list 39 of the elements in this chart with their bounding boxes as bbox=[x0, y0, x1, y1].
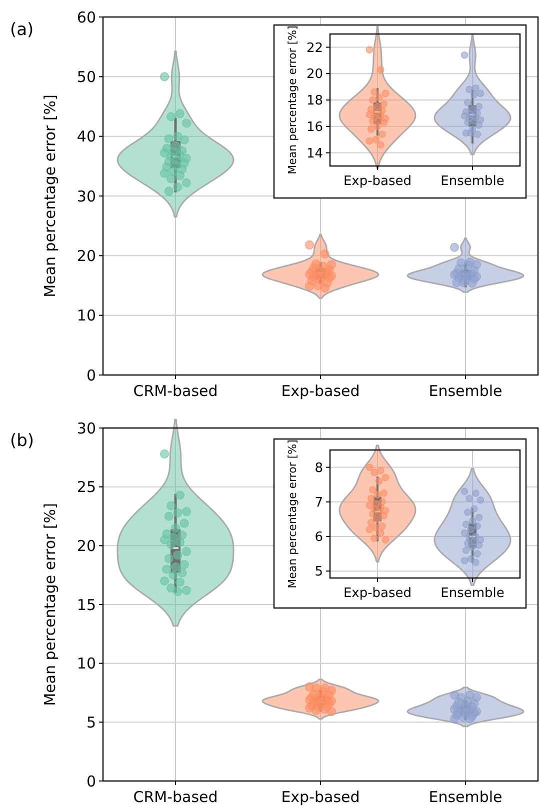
y-axis-title: Mean percentage error [%] bbox=[41, 503, 59, 706]
y-tick-label: 0 bbox=[86, 366, 96, 384]
x-tick-label: Ensemble bbox=[440, 174, 504, 189]
x-tick-label: Exp-based bbox=[343, 586, 412, 601]
y-tick-label: 50 bbox=[76, 68, 96, 86]
y-tick-label: 7 bbox=[314, 495, 323, 510]
y-tick-label: 5 bbox=[86, 713, 96, 732]
chart-title: (b) bbox=[10, 431, 34, 451]
y-tick-label: 15 bbox=[76, 596, 96, 614]
y-tick-label: 25 bbox=[76, 478, 96, 496]
y-tick-label: 20 bbox=[306, 67, 323, 82]
y-tick-label: 0 bbox=[86, 772, 96, 790]
y-tick-label: 5 bbox=[314, 564, 323, 580]
x-tick-label: CRM-based bbox=[133, 382, 218, 400]
y-tick-label: 22 bbox=[306, 40, 323, 56]
x-tick-label: Ensemble bbox=[440, 586, 504, 601]
y-tick-label: 30 bbox=[76, 419, 96, 438]
y-tick-label: 8 bbox=[314, 460, 323, 476]
y-tick-label: 18 bbox=[306, 94, 323, 109]
x-tick-label: Exp-based bbox=[281, 382, 360, 400]
y-axis-title: Mean percentage error [%] bbox=[286, 26, 299, 174]
y-tick-label: 6 bbox=[314, 530, 323, 546]
y-tick-label: 40 bbox=[76, 128, 96, 146]
x-tick-label: Ensemble bbox=[428, 788, 502, 806]
y-tick-label: 60 bbox=[76, 8, 96, 26]
y-tick-label: 10 bbox=[76, 306, 96, 325]
y-tick-label: 10 bbox=[76, 654, 96, 673]
y-axis-title: Mean percentage error [%] bbox=[41, 94, 59, 298]
y-tick-label: 30 bbox=[76, 187, 96, 206]
y-tick-label: 14 bbox=[306, 146, 323, 162]
x-tick-label: CRM-based bbox=[133, 788, 218, 806]
y-axis-title: Mean percentage error [%] bbox=[286, 440, 299, 588]
y-tick-label: 16 bbox=[306, 120, 323, 135]
y-tick-label: 20 bbox=[76, 246, 96, 265]
chart-title: (a) bbox=[10, 20, 34, 40]
x-tick-label: Exp-based bbox=[281, 788, 360, 806]
x-tick-label: Ensemble bbox=[428, 382, 502, 400]
x-tick-label: Exp-based bbox=[343, 174, 412, 189]
y-tick-label: 20 bbox=[76, 536, 96, 555]
